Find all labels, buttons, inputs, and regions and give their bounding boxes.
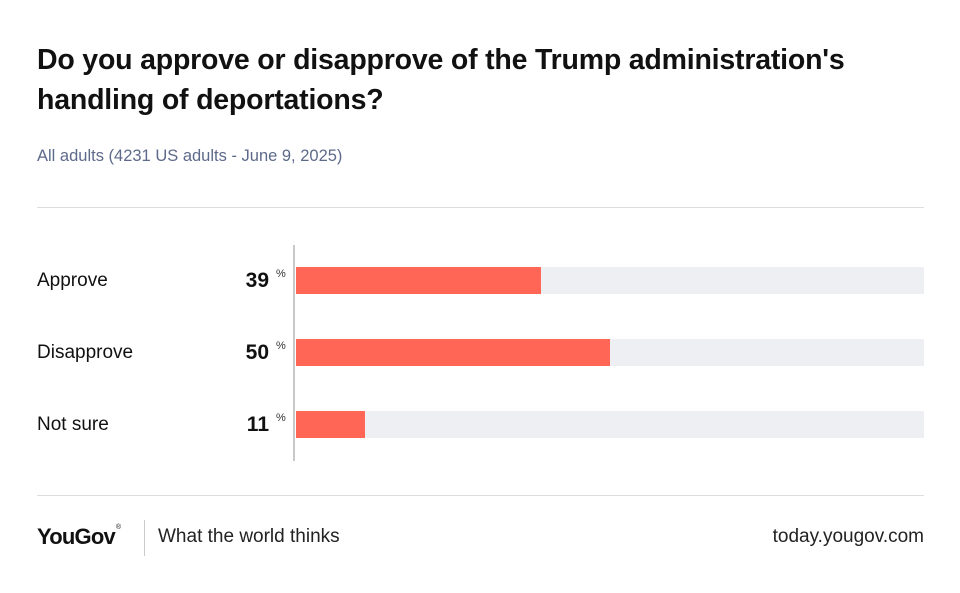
data-label: 11 <box>246 413 269 436</box>
footer-url-link[interactable]: today.yougov.com <box>772 526 924 547</box>
unit-label: % <box>276 340 286 352</box>
bar-track <box>296 267 924 294</box>
bar-row: Approve 39% <box>0 267 960 295</box>
bar-track <box>296 339 924 366</box>
footer-tagline: What the world thinks <box>158 526 340 547</box>
bar-row: Not sure 11% <box>0 411 960 439</box>
chart-subtitle: All adults (4231 US adults - June 9, 202… <box>37 147 343 165</box>
category-label: Not sure <box>37 414 109 435</box>
data-label: 39 <box>245 269 269 292</box>
top-divider <box>37 207 924 208</box>
bottom-divider <box>37 495 924 496</box>
category-label: Disapprove <box>37 342 134 363</box>
registered-mark: ® <box>115 524 121 531</box>
category-label: Approve <box>37 270 108 291</box>
logo-text: YouGov <box>37 524 116 549</box>
axis-line <box>293 245 295 461</box>
chart-title: Do you approve or disapprove of the Trum… <box>37 44 845 116</box>
footer-separator <box>144 520 145 556</box>
bar-track <box>296 411 924 438</box>
bar <box>296 411 365 438</box>
data-label: 50 <box>245 341 269 364</box>
bar <box>296 267 541 294</box>
unit-label: % <box>276 268 286 280</box>
yougov-logo[interactable]: YouGov® <box>37 524 121 550</box>
unit-label: % <box>276 412 286 424</box>
bar <box>296 339 610 366</box>
bar-chart: Approve 39% Disapprove 50% Not sure 11% <box>0 240 960 465</box>
bar-row: Disapprove 50% <box>0 339 960 367</box>
